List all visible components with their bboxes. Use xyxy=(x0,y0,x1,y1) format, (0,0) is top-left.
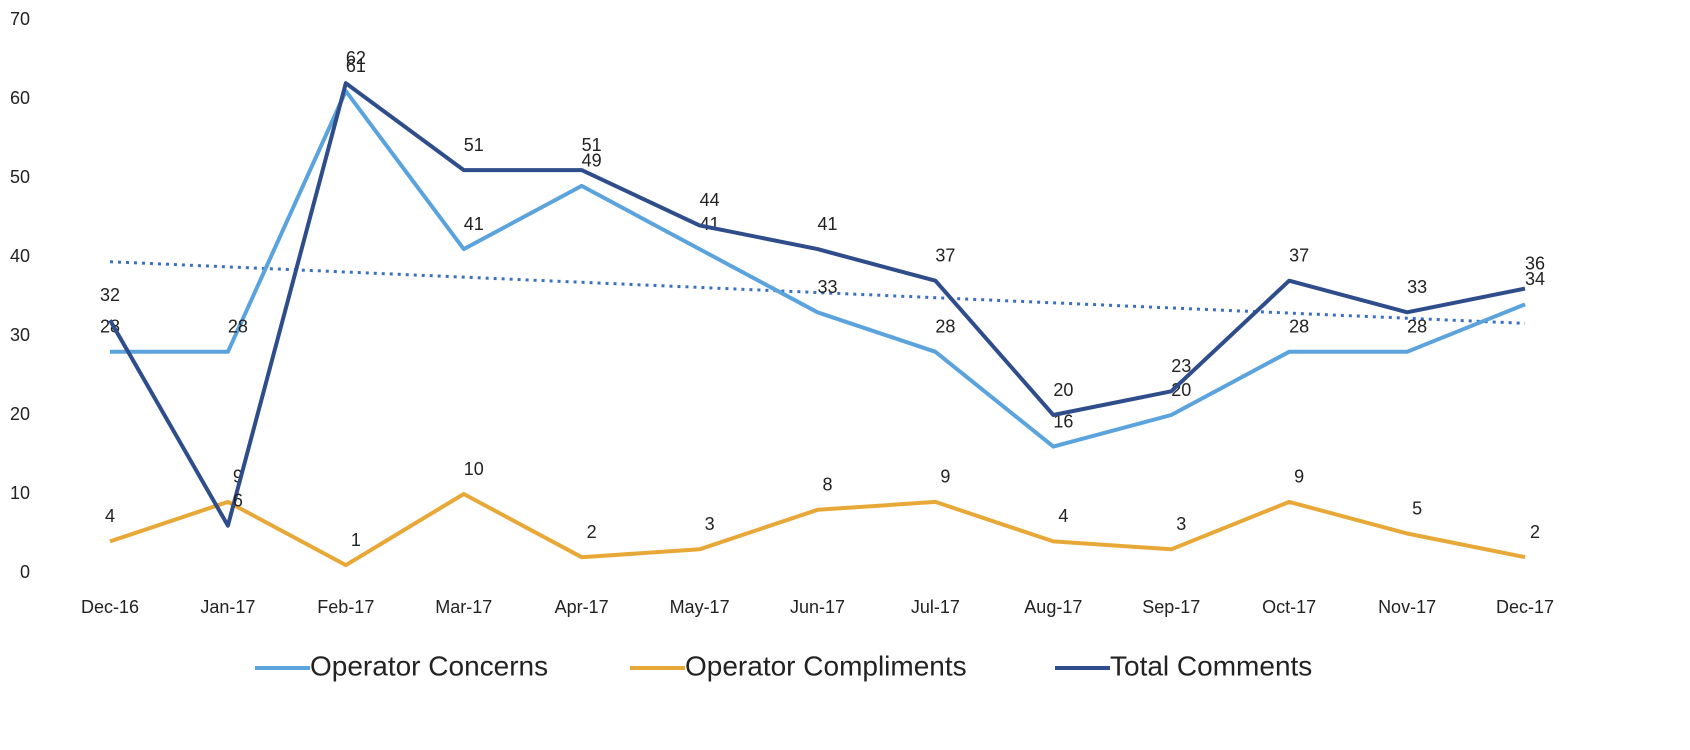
data-label: 34 xyxy=(1525,269,1545,289)
series-line xyxy=(110,89,1526,449)
x-tick-label: Dec-16 xyxy=(81,597,139,617)
legend-label: Operator Compliments xyxy=(685,650,967,681)
x-tick-label: Jun-17 xyxy=(790,597,845,617)
data-label: 3 xyxy=(1176,514,1186,534)
x-tick-label: May-17 xyxy=(670,597,730,617)
data-label: 23 xyxy=(1171,356,1191,376)
data-label: 44 xyxy=(700,190,720,210)
x-tick-label: Apr-17 xyxy=(555,597,609,617)
data-label: 8 xyxy=(822,475,832,495)
y-tick-label: 0 xyxy=(20,562,30,582)
y-tick-label: 10 xyxy=(10,483,30,503)
y-tick-label: 30 xyxy=(10,325,30,345)
legend-label: Total Comments xyxy=(1110,650,1312,681)
x-tick-label: Dec-17 xyxy=(1496,597,1554,617)
data-label: 61 xyxy=(346,56,366,76)
x-tick-label: Jan-17 xyxy=(200,597,255,617)
y-tick-label: 60 xyxy=(10,88,30,108)
data-label: 37 xyxy=(1289,245,1309,265)
data-label: 28 xyxy=(935,317,955,337)
data-label: 2 xyxy=(1530,522,1540,542)
x-tick-label: Jul-17 xyxy=(911,597,960,617)
x-tick-label: Aug-17 xyxy=(1024,597,1082,617)
x-tick-label: Oct-17 xyxy=(1262,597,1316,617)
data-label: 3 xyxy=(705,514,715,534)
data-label: 9 xyxy=(1294,467,1304,487)
data-label: 16 xyxy=(1053,411,1073,431)
y-tick-label: 20 xyxy=(10,404,30,424)
data-label: 33 xyxy=(1407,277,1427,297)
data-label: 5 xyxy=(1412,498,1422,518)
y-tick-label: 50 xyxy=(10,167,30,187)
data-label: 36 xyxy=(1525,253,1545,273)
data-label: 33 xyxy=(817,277,837,297)
data-label: 20 xyxy=(1053,380,1073,400)
legend-label: Operator Concerns xyxy=(310,650,548,681)
x-tick-label: Sep-17 xyxy=(1142,597,1200,617)
data-label: 1 xyxy=(351,530,361,550)
x-tick-label: Feb-17 xyxy=(317,597,374,617)
data-label: 28 xyxy=(1407,317,1427,337)
data-label: 28 xyxy=(228,317,248,337)
y-tick-label: 70 xyxy=(10,9,30,29)
data-label: 4 xyxy=(105,506,115,526)
data-label: 28 xyxy=(1289,317,1309,337)
data-label: 32 xyxy=(100,285,120,305)
data-label: 10 xyxy=(464,459,484,479)
x-tick-label: Mar-17 xyxy=(435,597,492,617)
data-label: 51 xyxy=(464,135,484,155)
data-label: 9 xyxy=(940,467,950,487)
series-line xyxy=(109,492,1526,568)
data-label: 62 xyxy=(346,48,366,68)
series-line xyxy=(108,81,1526,528)
data-label: 41 xyxy=(464,214,484,234)
data-label: 4 xyxy=(1058,506,1068,526)
data-label: 9 xyxy=(233,467,243,487)
x-tick-label: Nov-17 xyxy=(1378,597,1436,617)
data-label: 2 xyxy=(587,522,597,542)
data-label: 41 xyxy=(817,214,837,234)
data-label: 49 xyxy=(582,151,602,171)
y-tick-label: 40 xyxy=(10,246,30,266)
data-label: 6 xyxy=(233,490,243,510)
data-label: 51 xyxy=(582,135,602,155)
data-label: 37 xyxy=(935,245,955,265)
